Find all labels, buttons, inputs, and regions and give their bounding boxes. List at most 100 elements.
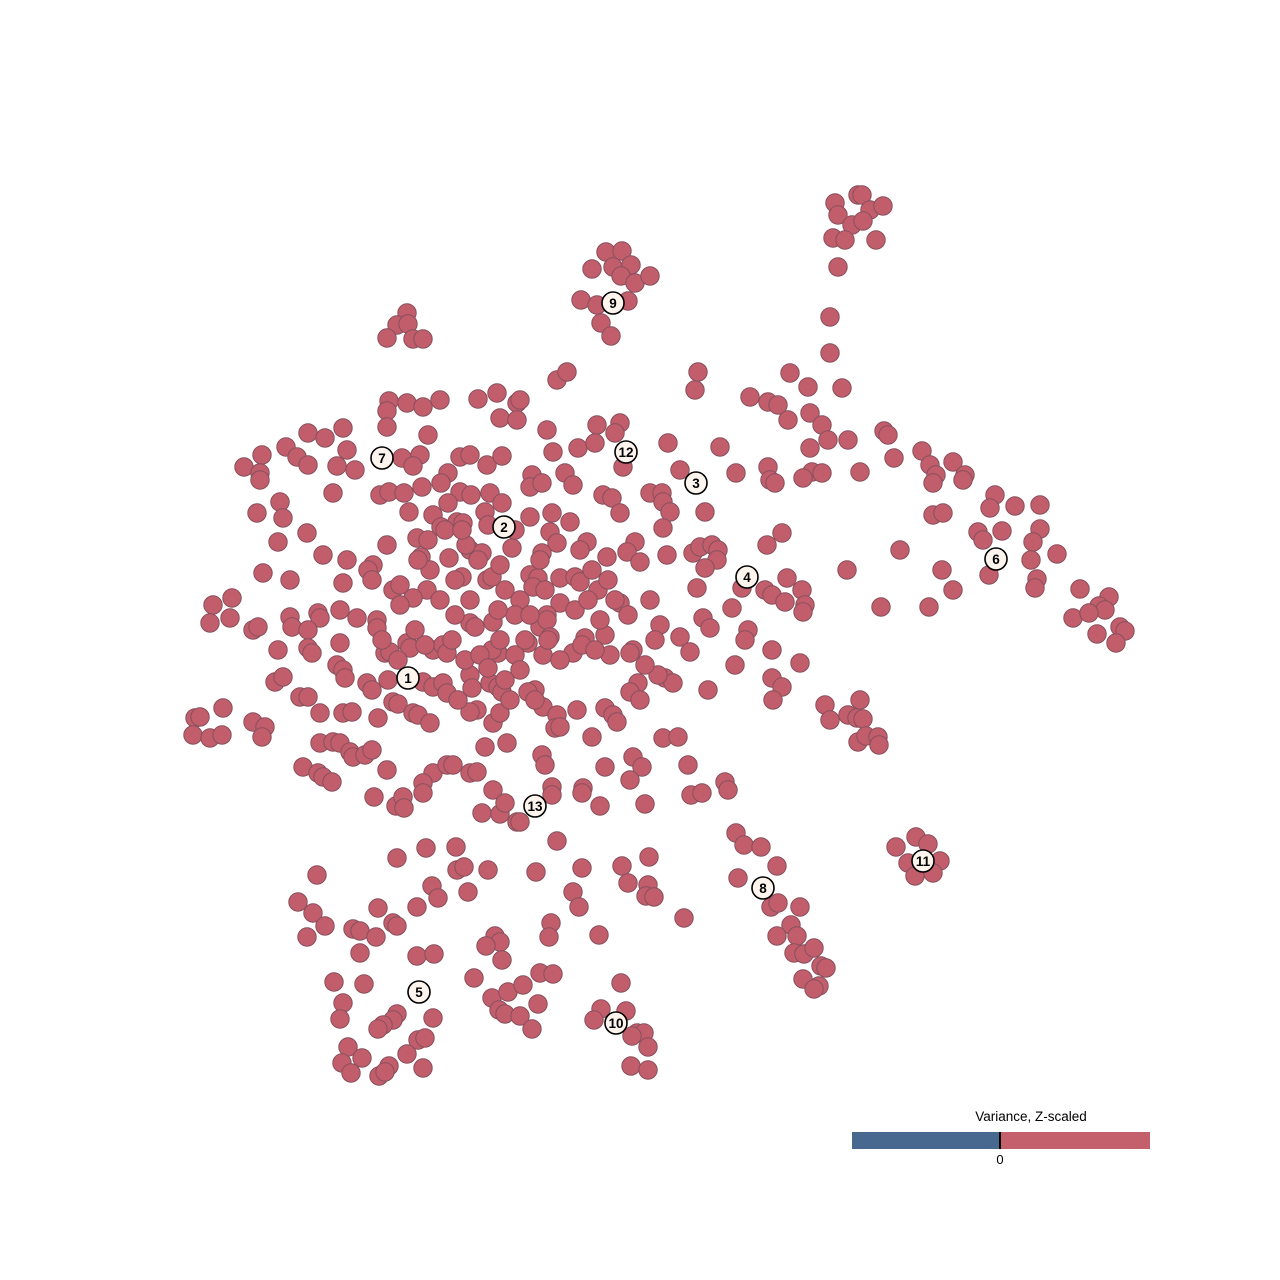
- data-point: [307, 865, 327, 885]
- data-point: [203, 595, 223, 615]
- data-point: [1021, 550, 1041, 570]
- data-point: [751, 837, 771, 857]
- data-point: [510, 660, 530, 680]
- data-point: [413, 783, 433, 803]
- data-point: [183, 725, 203, 745]
- data-point: [222, 588, 242, 608]
- data-point: [871, 597, 891, 617]
- data-point: [288, 892, 308, 912]
- data-point: [362, 570, 382, 590]
- data-point: [377, 535, 397, 555]
- data-point: [663, 673, 683, 693]
- data-point: [302, 643, 322, 663]
- data-point: [700, 618, 720, 638]
- data-point: [252, 727, 272, 747]
- data-point: [368, 708, 388, 728]
- cluster-label-11: 11: [911, 849, 935, 873]
- data-point: [322, 772, 342, 792]
- data-point: [270, 492, 290, 512]
- data-point: [465, 617, 485, 637]
- data-point: [923, 473, 943, 493]
- data-point: [587, 415, 607, 435]
- data-point: [793, 602, 813, 622]
- data-point: [418, 530, 438, 550]
- data-point: [502, 538, 522, 558]
- cluster-label-circle: [735, 565, 759, 589]
- data-point: [767, 856, 787, 876]
- data-point: [390, 595, 410, 615]
- data-point: [1023, 532, 1043, 552]
- data-point: [341, 1063, 361, 1083]
- data-point: [253, 563, 273, 583]
- cluster-label-number: 2: [500, 520, 508, 535]
- data-point: [387, 916, 407, 936]
- data-point: [884, 448, 904, 468]
- data-point: [560, 512, 580, 532]
- data-point: [310, 608, 330, 628]
- data-point: [247, 503, 267, 523]
- data-point: [313, 545, 333, 565]
- data-point: [268, 532, 288, 552]
- data-point: [598, 570, 618, 590]
- data-point: [572, 783, 592, 803]
- data-point: [645, 630, 665, 650]
- data-point: [933, 503, 953, 523]
- data-point: [542, 503, 562, 523]
- data-point: [252, 445, 272, 465]
- data-point: [595, 757, 615, 777]
- cluster-label-circle: [614, 440, 638, 464]
- data-point: [520, 605, 540, 625]
- cluster-label-number: 8: [759, 881, 767, 896]
- data-point: [431, 473, 451, 493]
- data-point: [388, 694, 408, 714]
- data-point: [852, 185, 872, 205]
- data-point: [490, 703, 510, 723]
- data-point: [850, 690, 870, 710]
- data-point: [638, 1037, 658, 1057]
- data-point: [377, 760, 397, 780]
- data-point: [526, 862, 546, 882]
- data-point: [678, 755, 698, 775]
- data-point: [458, 882, 478, 902]
- data-point: [507, 410, 527, 430]
- data-point: [333, 993, 353, 1013]
- data-point: [547, 533, 567, 553]
- data-point: [878, 425, 898, 445]
- data-point: [838, 430, 858, 450]
- data-point: [873, 196, 893, 216]
- data-point: [368, 898, 388, 918]
- data-point: [490, 408, 510, 428]
- data-point: [765, 473, 785, 493]
- data-point: [569, 897, 589, 917]
- data-point: [273, 667, 293, 687]
- data-point: [804, 979, 824, 999]
- data-point: [513, 975, 533, 995]
- data-point: [454, 857, 474, 877]
- data-point: [612, 241, 632, 261]
- data-point: [787, 926, 807, 946]
- data-point: [335, 668, 355, 688]
- data-point: [780, 363, 800, 383]
- data-point: [298, 687, 318, 707]
- data-point: [213, 698, 233, 718]
- data-point: [520, 507, 540, 527]
- data-point: [710, 437, 730, 457]
- data-point: [1030, 495, 1050, 515]
- data-point: [248, 617, 268, 637]
- data-point: [405, 620, 425, 640]
- data-point: [542, 785, 562, 805]
- data-point: [658, 433, 678, 453]
- data-point: [657, 545, 677, 565]
- cluster-label-number: 6: [992, 552, 1000, 567]
- data-point: [378, 670, 398, 690]
- data-point: [590, 610, 610, 630]
- data-point: [522, 1019, 542, 1039]
- data-point: [525, 690, 545, 710]
- data-point: [375, 1062, 395, 1082]
- data-point: [461, 485, 481, 505]
- data-point: [337, 440, 357, 460]
- data-point: [460, 445, 480, 465]
- data-point: [352, 1048, 372, 1068]
- data-point: [537, 420, 557, 440]
